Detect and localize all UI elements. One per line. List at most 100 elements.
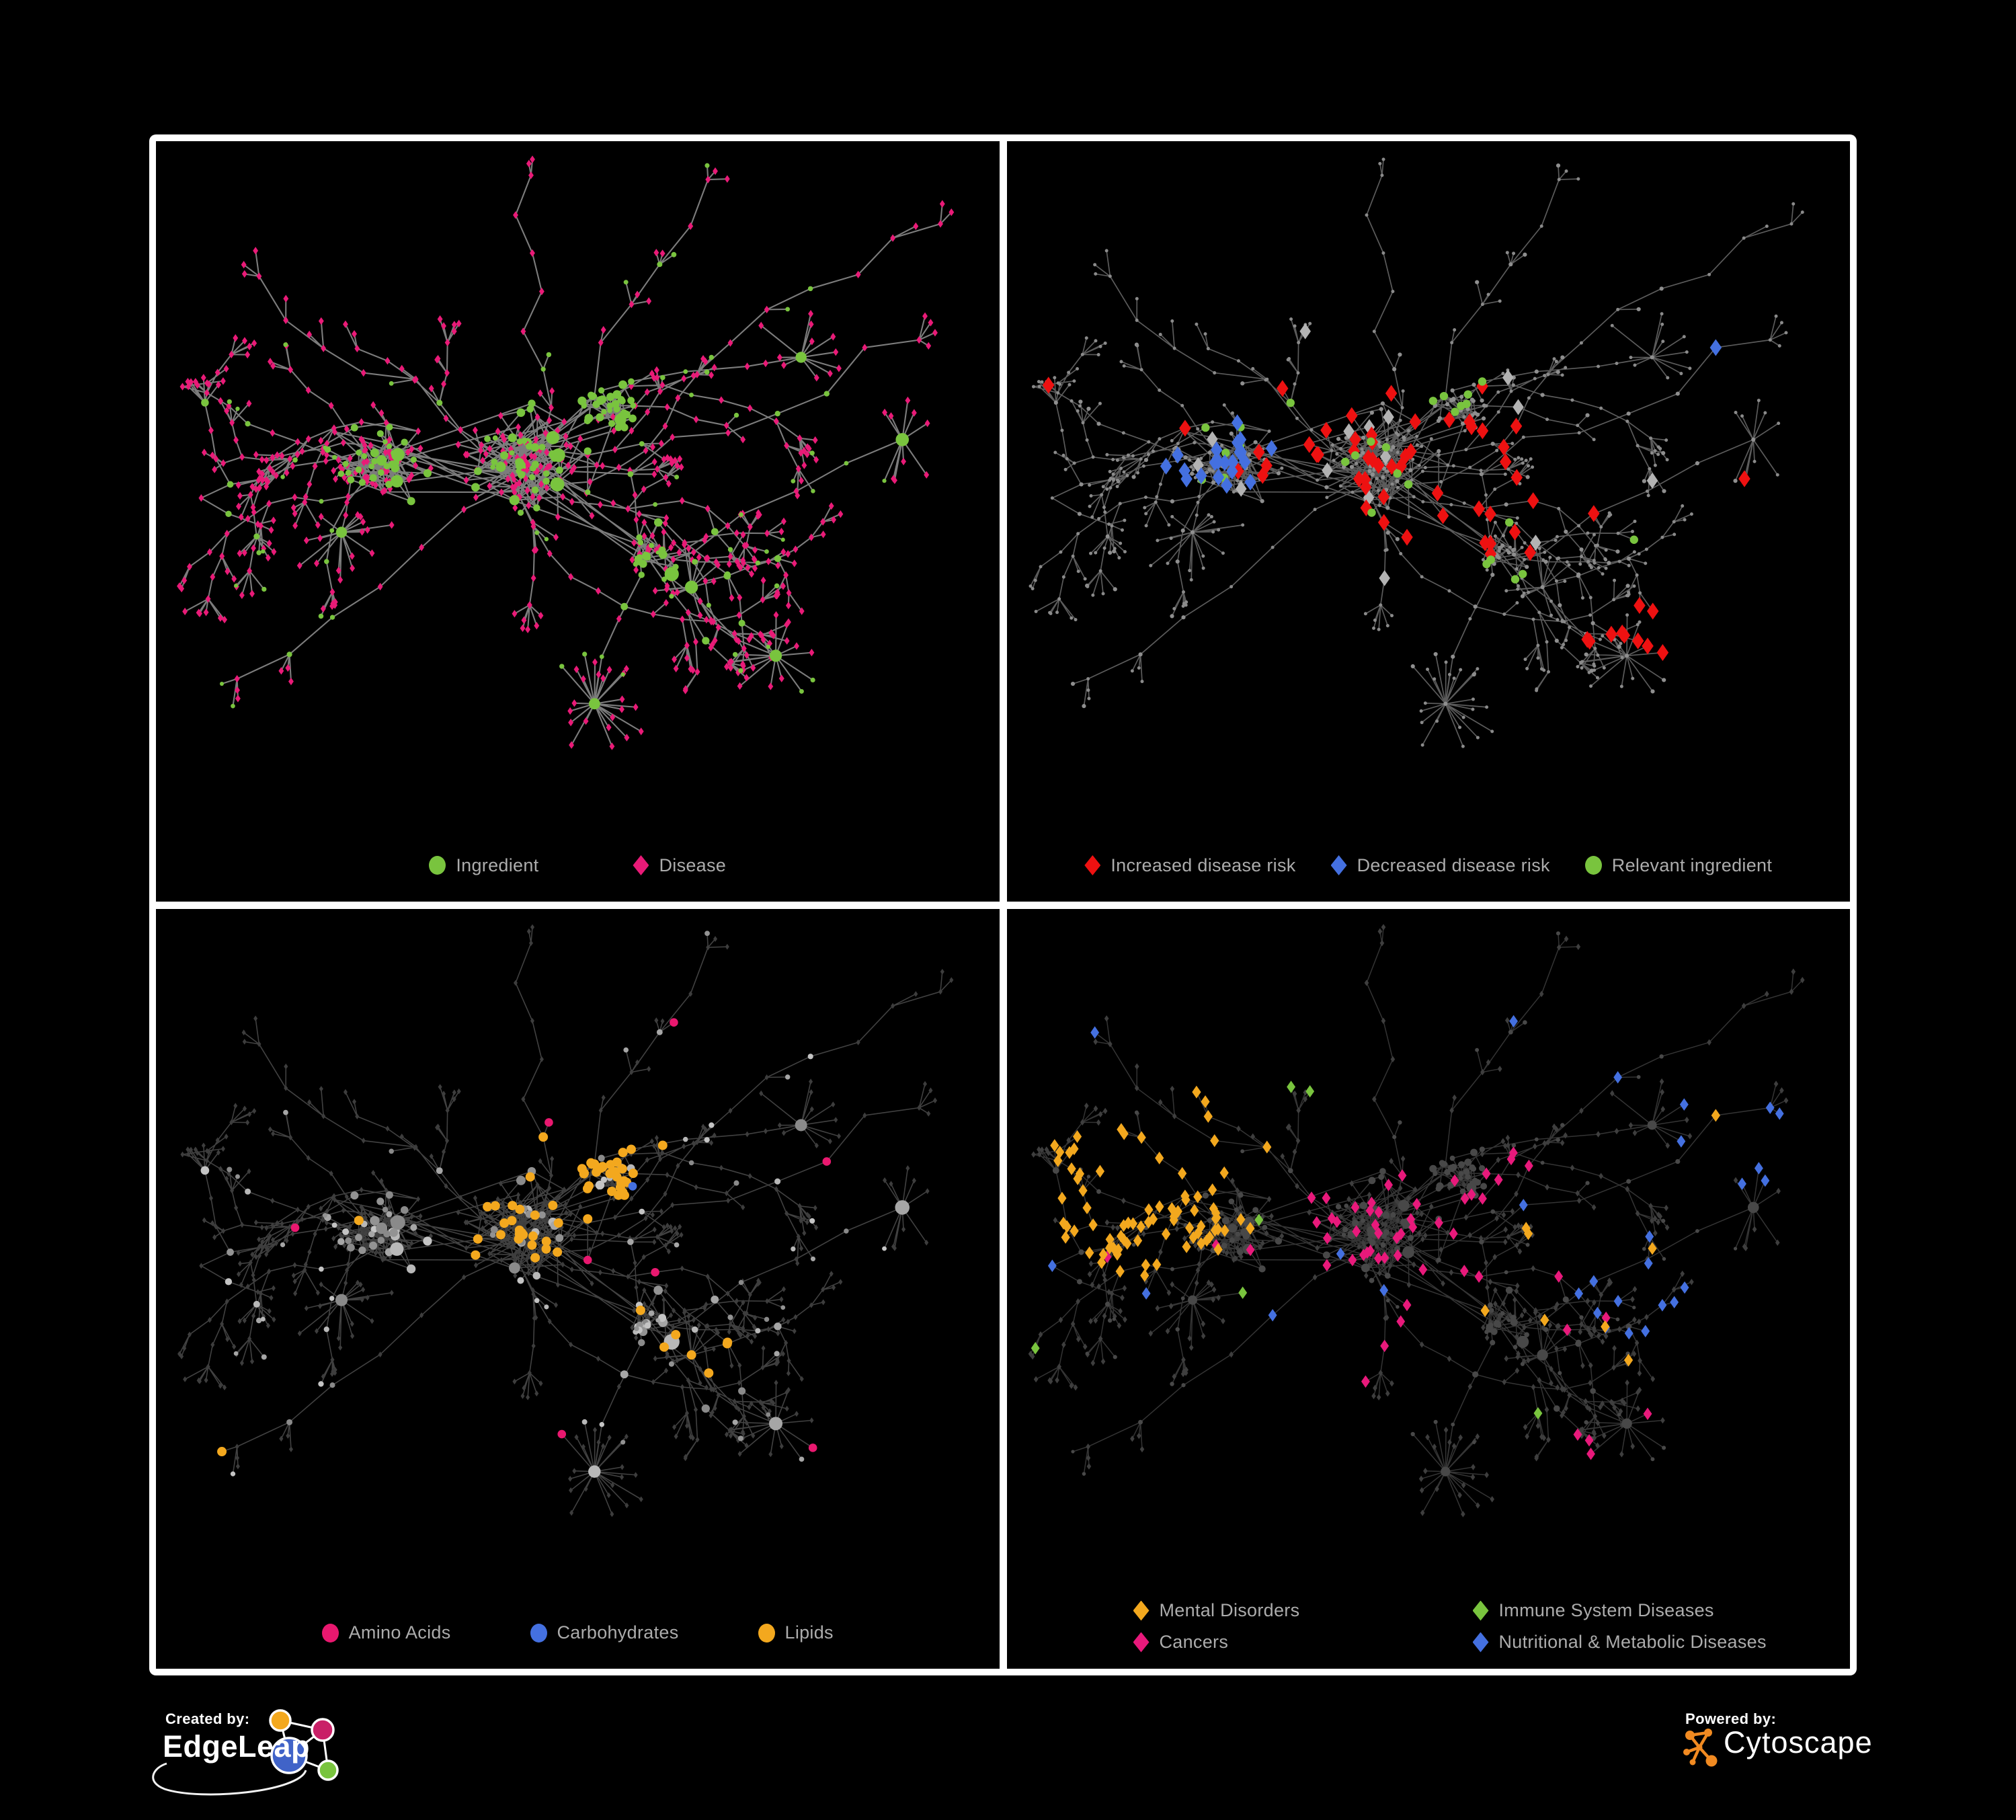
- network-nodes-circle: [335, 526, 348, 538]
- nutrient-classes-network-graph: [177, 924, 954, 1517]
- disease-risk-network-graph: [1029, 157, 1804, 748]
- network-nodes-circle: [323, 1326, 329, 1332]
- network-nodes-circle: [784, 1074, 791, 1080]
- network-nodes-circle: [390, 1242, 404, 1256]
- powered-by-label: Powered by:: [1685, 1710, 1777, 1727]
- network-nodes-circle: [628, 1181, 637, 1191]
- network-nodes-circle: [376, 455, 387, 466]
- network-nodes-circle: [1402, 1246, 1414, 1258]
- created-by-label: Created by:: [165, 1710, 250, 1727]
- legend-nutrient-classes: Amino Acids Carbohydrates Lipids: [156, 1622, 1000, 1643]
- network-nodes-circle: [436, 1166, 443, 1174]
- network-nodes-circle: [555, 1233, 564, 1242]
- network-nodes-circle: [410, 1224, 417, 1231]
- network-nodes-circle: [391, 475, 403, 488]
- legend-label: Carbohydrates: [557, 1622, 679, 1643]
- network-nodes-circle: [544, 1304, 549, 1309]
- network-nodes-circle: [634, 1326, 639, 1331]
- network-nodes-circle: [644, 1322, 651, 1329]
- legend-label: Amino Acids: [348, 1622, 451, 1643]
- network-nodes-diamond: [1160, 339, 1722, 494]
- circle-marker-icon: [758, 1623, 775, 1643]
- edgeleap-logo-icon: [152, 1709, 339, 1796]
- network-nodes-circle: [386, 1210, 393, 1217]
- network-nodes-circle: [895, 1199, 910, 1215]
- network-nodes-circle: [200, 1166, 210, 1175]
- network-nodes-diamond: [177, 155, 955, 750]
- network-edges: [179, 926, 952, 1514]
- network-nodes-circle: [370, 1215, 380, 1226]
- network-nodes-circle: [639, 1208, 645, 1214]
- network-nodes-circle: [1536, 1349, 1548, 1361]
- network-nodes-circle: [335, 1294, 348, 1306]
- network-nodes-circle: [1193, 1155, 1493, 1333]
- network-nodes-circle: [755, 1327, 761, 1333]
- network-nodes-circle: [386, 424, 393, 431]
- network-nodes-circle: [260, 1316, 266, 1322]
- network-nodes-circle: [253, 399, 679, 570]
- network-nodes-circle: [233, 1317, 661, 1355]
- legend-label: Ingredient: [456, 855, 539, 875]
- network-nodes-circle: [588, 698, 600, 710]
- network-nodes-circle: [684, 580, 698, 594]
- network-nodes-circle: [490, 1225, 498, 1233]
- network-nodes-circle: [668, 1361, 674, 1367]
- legend-label: Relevant ingredient: [1611, 855, 1773, 875]
- network-nodes-circle: [795, 352, 807, 363]
- cytoscape-logo-icon: [1683, 1729, 1718, 1767]
- legend-label: Mental Disorders: [1159, 1600, 1300, 1620]
- edgeleap-brand: EdgeLeap: [163, 1729, 311, 1764]
- figure-grid: Ingredient Disease Increased disease risk…: [149, 134, 1857, 1675]
- network-nodes-circle: [780, 1304, 786, 1310]
- network-nodes-circle: [658, 1313, 667, 1322]
- network-nodes-circle: [769, 1416, 783, 1430]
- network-nodes-circle: [711, 1295, 719, 1304]
- panel-disease-classes: Mental Disorders Immune System Diseases Ca…: [1006, 908, 1851, 1669]
- network-nodes-circle: [1210, 1159, 1631, 1329]
- legend-item-ingredient: Ingredient: [429, 855, 538, 876]
- network-nodes-circle: [245, 1188, 251, 1195]
- legend-label: Immune System Diseases: [1498, 1600, 1714, 1620]
- network-nodes-circle: [1227, 1223, 1237, 1232]
- network-nodes-circle: [1516, 1335, 1529, 1348]
- network-nodes-circle: [286, 1419, 293, 1425]
- network-nodes-circle: [345, 1236, 352, 1244]
- network-nodes-circle: [656, 1029, 663, 1035]
- legend-item-amino-acids: Amino Acids: [321, 1622, 451, 1643]
- legend-label: Nutritional & Metabolic Diseases: [1498, 1632, 1767, 1652]
- network-nodes-circle: [391, 1214, 405, 1230]
- cytoscape-brand: Cytoscape: [1724, 1725, 1873, 1759]
- network-nodes-circle: [1346, 1230, 1370, 1272]
- network-nodes-circle: [509, 1261, 520, 1273]
- diamond-marker-icon: [1330, 855, 1347, 875]
- network-nodes-circle: [350, 1191, 359, 1199]
- legend-ingredient-disease: Ingredient Disease: [156, 855, 1000, 876]
- legend-disease-classes: Mental Disorders Immune System Diseases Ca…: [1007, 1600, 1851, 1653]
- network-nodes-circle: [385, 1191, 393, 1199]
- network-nodes-circle: [653, 1285, 663, 1295]
- network-nodes-circle: [1053, 163, 1755, 709]
- network-nodes-circle: [489, 1231, 496, 1238]
- network-nodes-circle: [376, 1222, 388, 1234]
- network-edges: [179, 159, 953, 747]
- ingredient-disease-network-graph: [177, 155, 955, 750]
- legend-item-lipids: Lipids: [758, 1622, 834, 1643]
- network-nodes-circle: [769, 649, 782, 662]
- network-nodes-circle: [319, 1266, 335, 1301]
- legend-label: Disease: [659, 855, 727, 875]
- panel-nutrient-classes: Amino Acids Carbohydrates Lipids: [156, 908, 1000, 1669]
- network-nodes-circle: [550, 477, 565, 491]
- network-nodes-circle: [581, 1419, 588, 1425]
- circle-marker-icon: [1584, 856, 1602, 875]
- legend-item-immune-system-diseases: Immune System Diseases: [1472, 1600, 1767, 1621]
- legend-label: Lipids: [784, 1622, 834, 1643]
- network-nodes-circle: [523, 1205, 558, 1227]
- network-nodes-circle: [227, 1166, 739, 1388]
- diamond-marker-icon: [1133, 1632, 1150, 1653]
- diamond-marker-icon: [1133, 1600, 1150, 1621]
- circle-marker-icon: [530, 1623, 547, 1643]
- network-nodes-circle: [648, 1310, 655, 1316]
- network-nodes-circle: [774, 1178, 781, 1185]
- diamond-marker-icon: [633, 855, 649, 875]
